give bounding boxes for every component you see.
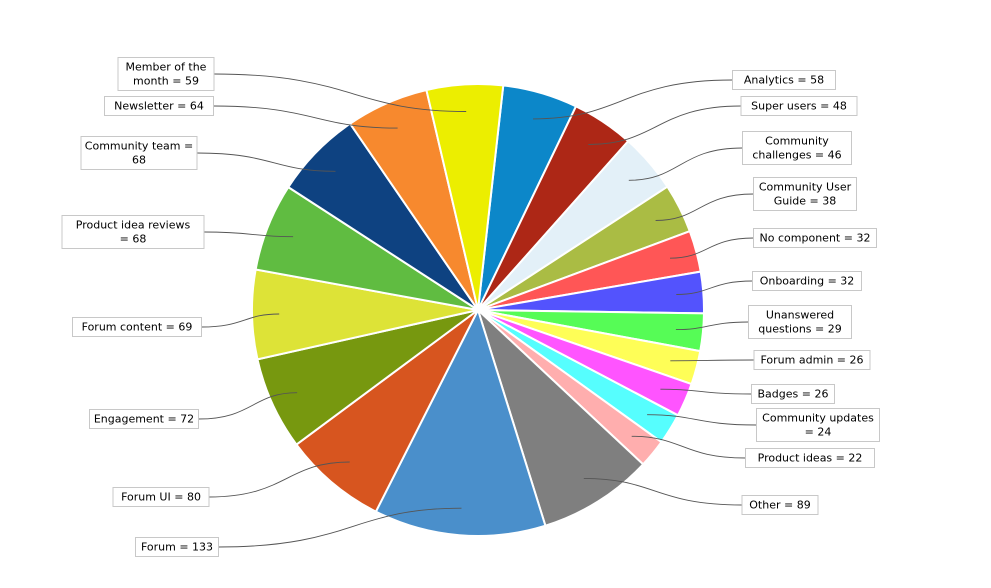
leader-line [676, 280, 753, 295]
pie-slice[interactable] [374, 307, 547, 537]
leader-line [532, 79, 733, 120]
pie-slices [251, 83, 705, 537]
leader-line [583, 477, 743, 506]
slice-label: Community updates= 24 [756, 408, 880, 442]
slice-label-text: Community updates [762, 412, 874, 425]
slice-labels: Analytics = 58 Super users = 48 Communityc… [61, 57, 880, 557]
leader-line [670, 359, 755, 362]
slice-label-box [117, 57, 215, 91]
slice-label: No component = 32 [753, 228, 877, 248]
slice-label-text: month = 59 [133, 75, 199, 88]
slice-label: Forum = 133 [135, 537, 219, 557]
leader-line [660, 388, 752, 395]
slice-label-text: questions = 29 [758, 323, 841, 336]
slice-label-text: Forum = 133 [141, 541, 213, 554]
slice-label-text: Analytics = 58 [744, 74, 824, 87]
slice-label: Product idea reviews= 68 [61, 215, 205, 249]
slice-label-text: Product idea reviews [76, 219, 191, 232]
slice-label-box [742, 131, 852, 165]
slice-label-box [745, 448, 875, 468]
slice-label-box [740, 96, 858, 116]
slice-label-box [752, 271, 862, 291]
slice-label: Product ideas = 22 [745, 448, 875, 468]
leader-line [655, 193, 754, 221]
slice-label-text: No component = 32 [760, 232, 871, 245]
slice-label: Badges = 26 [751, 384, 835, 404]
slice-label-text: Forum UI = 80 [121, 491, 201, 504]
slice-label-box [732, 70, 836, 90]
pie-slice[interactable] [295, 309, 479, 513]
slice-label: Analytics = 58 [732, 70, 836, 90]
slice-label-text: Forum admin = 26 [760, 354, 863, 367]
slice-label-box [61, 215, 205, 249]
leader-lines [196, 73, 757, 548]
slice-label-text: Community team = [85, 140, 193, 153]
slice-label-text: Product ideas = 22 [758, 452, 863, 465]
slice-label-text: Guide = 38 [774, 195, 837, 208]
slice-label-box [80, 136, 198, 170]
slice-label-box [748, 305, 852, 339]
slice-label-box [753, 177, 857, 211]
leader-line [628, 147, 743, 181]
slice-label-box [135, 537, 219, 557]
slice-label-text: Unanswered [766, 309, 834, 322]
leader-line [196, 152, 336, 172]
slice-label-text: Forum content = 69 [82, 321, 193, 334]
leader-line [198, 392, 298, 420]
leader-line [669, 237, 754, 259]
slice-label-box [753, 350, 871, 370]
slice-label: Forum content = 69 [72, 317, 202, 337]
slice-label: Super users = 48 [740, 96, 858, 116]
slice-label: Forum UI = 80 [112, 487, 210, 507]
slice-label-text: Super users = 48 [751, 100, 847, 113]
slice-label-box [72, 317, 202, 337]
leader-line [647, 414, 757, 426]
slice-label: Other = 89 [741, 495, 819, 515]
leader-line [213, 105, 398, 129]
slice-label-text: Member of the [126, 61, 207, 74]
slice-label-text: Newsletter = 64 [114, 100, 204, 113]
slice-label-box [104, 96, 214, 116]
leader-line [201, 313, 280, 328]
slice-label-text: = 68 [120, 233, 147, 246]
leader-line [203, 231, 294, 238]
pie-slice[interactable] [425, 83, 505, 311]
slice-label-text: Badges = 26 [758, 388, 829, 401]
pie-slice[interactable] [475, 306, 645, 527]
slice-label-text: 68 [132, 154, 146, 167]
slice-label-text: challenges = 46 [752, 149, 841, 162]
slice-label: Forum admin = 26 [753, 350, 871, 370]
slice-label-text: Community [765, 135, 829, 148]
slice-label-box [753, 228, 877, 248]
leader-line [208, 461, 350, 498]
leader-line [218, 507, 462, 548]
leader-line [675, 321, 749, 331]
slice-label-box [112, 487, 210, 507]
leader-line [213, 73, 467, 112]
slice-label-text: Engagement = 72 [94, 413, 194, 426]
slice-label-text: Other = 89 [749, 499, 810, 512]
slice-label: Engagement = 72 [89, 409, 199, 429]
slice-label-box [741, 495, 819, 515]
slice-label: Community team =68 [80, 136, 198, 170]
slice-label-text: Onboarding = 32 [760, 275, 855, 288]
leader-line [588, 105, 742, 145]
slice-label: Newsletter = 64 [104, 96, 214, 116]
slice-label-box [751, 384, 835, 404]
slice-label-box [89, 409, 199, 429]
slice-label-text: Community User [759, 181, 852, 194]
slice-label: Onboarding = 32 [752, 271, 862, 291]
slice-label-text: = 24 [805, 426, 832, 439]
leader-line [631, 435, 746, 459]
slice-label-box [756, 408, 880, 442]
